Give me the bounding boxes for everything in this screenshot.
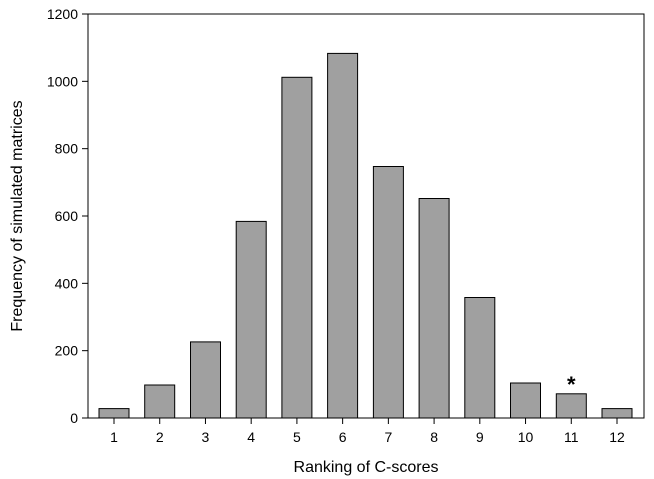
x-tick-label-2: 2 (156, 429, 164, 445)
y-axis-ticks: 0 200 400 600 800 1000 1200 (47, 6, 88, 426)
annotations-group: * (567, 372, 576, 397)
y-tick-label-1200: 1200 (47, 6, 78, 22)
x-tick-label-9: 9 (476, 429, 484, 445)
bar-12 (601, 408, 633, 419)
x-tick-label-10: 10 (518, 429, 534, 445)
x-tick-label-11: 11 (564, 429, 579, 445)
y-tick-label-800: 800 (55, 141, 79, 157)
bar-8 (418, 198, 450, 419)
x-tick-label-1: 1 (110, 429, 118, 445)
x-tick-label-3: 3 (202, 429, 210, 445)
y-axis-label: Frequency of simulated matrices (9, 100, 26, 331)
y-tick-label-200: 200 (55, 343, 79, 359)
x-axis-label: Ranking of C-scores (294, 459, 439, 476)
x-tick-label-5: 5 (293, 429, 301, 445)
bar-4 (235, 220, 267, 419)
x-tick-label-6: 6 (339, 429, 347, 445)
x-tick-label-8: 8 (430, 429, 438, 445)
bar-9 (464, 297, 496, 419)
annotation-11: * (567, 372, 576, 397)
bar-5 (281, 76, 313, 419)
y-tick-label-600: 600 (55, 208, 79, 224)
x-axis-ticks: 1 2 3 4 5 6 7 8 9 10 11 12 (110, 418, 625, 445)
bar-1 (98, 408, 130, 419)
bar-2 (144, 384, 176, 419)
y-tick-label-1000: 1000 (47, 73, 78, 89)
plot-frame (87, 13, 645, 419)
bar-7 (372, 166, 404, 419)
bars-group (98, 52, 633, 419)
bar-10 (510, 382, 541, 419)
x-tick-label-12: 12 (609, 429, 625, 445)
y-tick-label-0: 0 (70, 410, 78, 426)
y-tick-label-400: 400 (55, 275, 79, 291)
x-tick-label-4: 4 (247, 429, 255, 445)
bar-6 (327, 52, 359, 419)
bar-11 (555, 393, 587, 419)
x-tick-label-7: 7 (384, 429, 392, 445)
bar-3 (190, 341, 221, 419)
